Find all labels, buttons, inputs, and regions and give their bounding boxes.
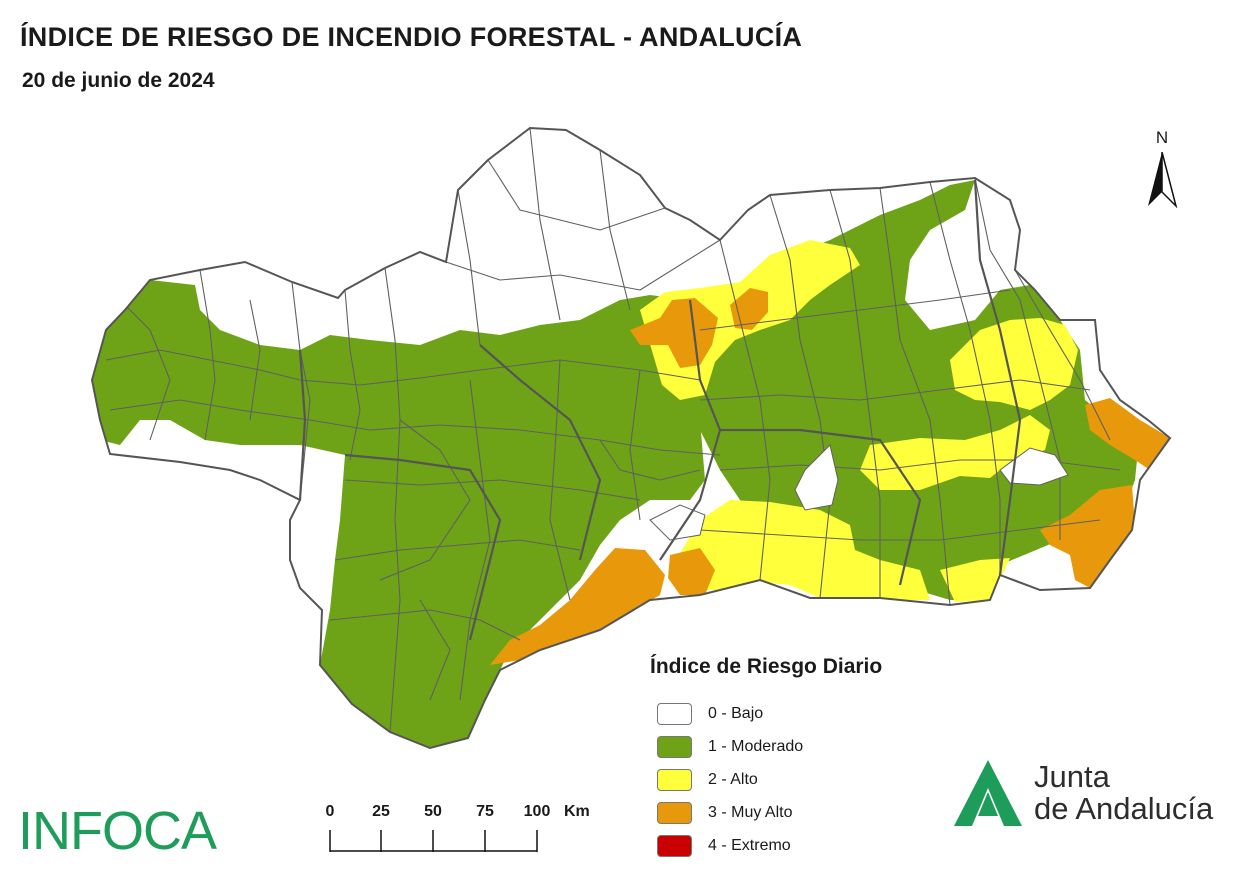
north-arrow-icon [1148, 152, 1178, 208]
legend-swatch [657, 735, 692, 758]
junta-emblem-icon [954, 760, 1022, 826]
legend-label: 4 - Extremo [708, 836, 791, 854]
municipal-boundaries [105, 128, 1121, 733]
region-high-east [950, 318, 1078, 410]
region-veryhigh-malaga [490, 548, 665, 665]
region-veryhigh-almeria-south [1040, 485, 1135, 588]
legend-swatch [657, 834, 692, 857]
scale-tick-label: 100 [523, 803, 551, 820]
legend-label: 3 - Muy Alto [708, 803, 793, 821]
scale-tick-label: 50 [424, 803, 442, 820]
legend-item-bajo: 0 - Bajo [650, 697, 950, 730]
junta-andalucia-logo: Junta de Andalucía [950, 758, 1220, 833]
scale-tick-label: 0 [325, 803, 335, 820]
scale-bar-graphic [329, 830, 538, 852]
region-moderate-west [92, 280, 705, 748]
scale-tick-label: 75 [476, 803, 494, 820]
region-high-almeria [940, 558, 1010, 602]
legend-item-moderado: 1 - Moderado [650, 730, 950, 763]
region-veryhigh-granada-coast [668, 548, 715, 595]
legend-label: 1 - Moderado [708, 737, 804, 755]
north-arrow: N [1140, 128, 1184, 210]
legend-item-muy-alto: 3 - Muy Alto [650, 796, 950, 829]
andalucia-outline [90, 126, 1172, 750]
legend: Índice de Riesgo Diario 0 - Bajo 1 - Mod… [650, 655, 950, 862]
region-high-coast [670, 500, 930, 600]
junta-line-2: de Andalucía [1034, 791, 1214, 826]
legend-item-extremo: 4 - Extremo [650, 829, 950, 862]
region-high-granada [860, 415, 1050, 490]
legend-label: 2 - Alto [708, 770, 758, 788]
map-title: ÍNDICE DE RIESGO DE INCENDIO FORESTAL - … [20, 22, 803, 52]
legend-title: Índice de Riesgo Diario [650, 655, 883, 678]
north-label: N [1155, 128, 1169, 147]
province-boundaries [298, 179, 1022, 641]
map-date: 20 de junio de 2024 [22, 69, 215, 92]
legend-item-alto: 2 - Alto [650, 763, 950, 796]
infoca-logo: INFOCA [18, 801, 217, 861]
region-veryhigh-almeria [1085, 398, 1170, 470]
legend-label: 0 - Bajo [708, 704, 764, 722]
legend-swatch [657, 768, 692, 791]
region-low-enclave-2 [999, 447, 1069, 486]
scale-bar: 0 25 50 75 100 Km [320, 800, 620, 860]
scale-tick-label: 25 [372, 803, 390, 820]
region-low-enclave-1 [794, 444, 839, 511]
legend-swatch [657, 801, 692, 824]
scale-unit: Km [564, 803, 590, 820]
junta-line-1: Junta [1034, 759, 1110, 794]
junta-text: Junta de Andalucía [1034, 761, 1213, 825]
legend-swatch [657, 702, 692, 725]
